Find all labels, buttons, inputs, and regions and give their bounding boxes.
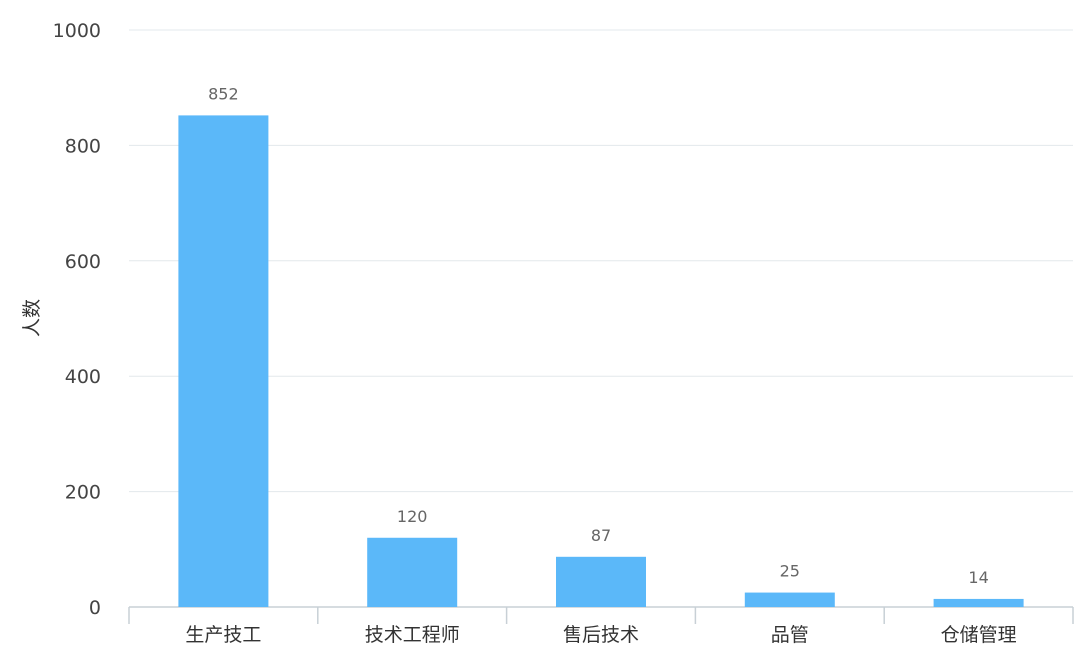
y-tick-label: 1000 [53, 20, 101, 42]
bar [178, 115, 269, 608]
y-axis-label: 人数 [21, 299, 43, 337]
bar [933, 598, 1024, 607]
y-tick-label: 200 [65, 482, 101, 504]
y-tick-label: 600 [65, 251, 101, 273]
bar [744, 592, 835, 607]
data-label: 852 [208, 84, 239, 103]
data-label: 25 [780, 562, 800, 581]
bar [556, 556, 646, 607]
bar [367, 537, 458, 607]
y-tick-label: 0 [89, 597, 101, 619]
data-label: 120 [397, 507, 428, 526]
y-tick-label: 800 [65, 135, 101, 157]
data-label: 87 [591, 526, 611, 545]
x-tick-label: 仓储管理 [941, 624, 1017, 646]
x-tick-label: 品管 [771, 624, 809, 646]
x-tick-label: 生产技工 [185, 624, 261, 646]
x-tick-label: 技术工程师 [365, 624, 460, 646]
x-tick-label: 售后技术 [563, 624, 639, 646]
y-tick-label: 400 [65, 366, 101, 388]
data-label: 14 [968, 568, 988, 587]
